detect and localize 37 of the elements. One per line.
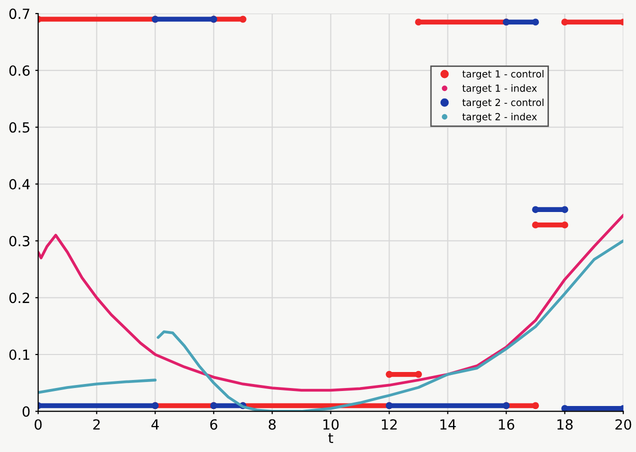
x-tick-label: 0 <box>34 419 42 430</box>
legend-label: target 2 - index <box>462 112 537 122</box>
x-tick-label: 16 <box>498 419 514 430</box>
legend-label: target 1 - control <box>462 70 544 80</box>
y-tick-label: 0.7 <box>9 8 30 20</box>
point <box>386 370 393 378</box>
y-tick-label: 0 <box>22 406 30 417</box>
x-tick-label: 20 <box>615 419 632 430</box>
x-tick-label: 12 <box>382 419 397 430</box>
line-series <box>38 214 624 392</box>
x-tick-label: 10 <box>323 419 339 430</box>
point <box>532 221 539 228</box>
x-tick-label: 2 <box>93 419 100 430</box>
x-tick-label: 6 <box>210 419 218 430</box>
x-tick-label: 14 <box>440 419 456 430</box>
point <box>532 18 539 26</box>
y-tick-label: 0.4 <box>9 178 30 190</box>
point <box>561 405 568 412</box>
point <box>561 18 568 26</box>
point <box>532 402 539 410</box>
point <box>415 18 422 26</box>
x-axis-title: t <box>328 433 334 443</box>
x-tick-label: 4 <box>151 419 159 430</box>
y-tick-label: 0.3 <box>9 236 30 246</box>
legend-label: target 2 - control <box>462 98 544 108</box>
y-tick-label: 0.1 <box>9 349 30 360</box>
y-tick-label: 0.5 <box>9 122 30 133</box>
legend-label: target 1 - index <box>462 84 537 94</box>
x-tick-label: 18 <box>557 419 573 430</box>
y-tick-label: 0.6 <box>9 65 30 76</box>
point <box>239 16 246 23</box>
point <box>561 221 568 228</box>
point <box>415 370 422 378</box>
y-tick-label: 0.2 <box>9 292 30 304</box>
point <box>561 206 568 214</box>
x-tick-label: 8 <box>268 419 276 430</box>
point <box>532 206 539 214</box>
